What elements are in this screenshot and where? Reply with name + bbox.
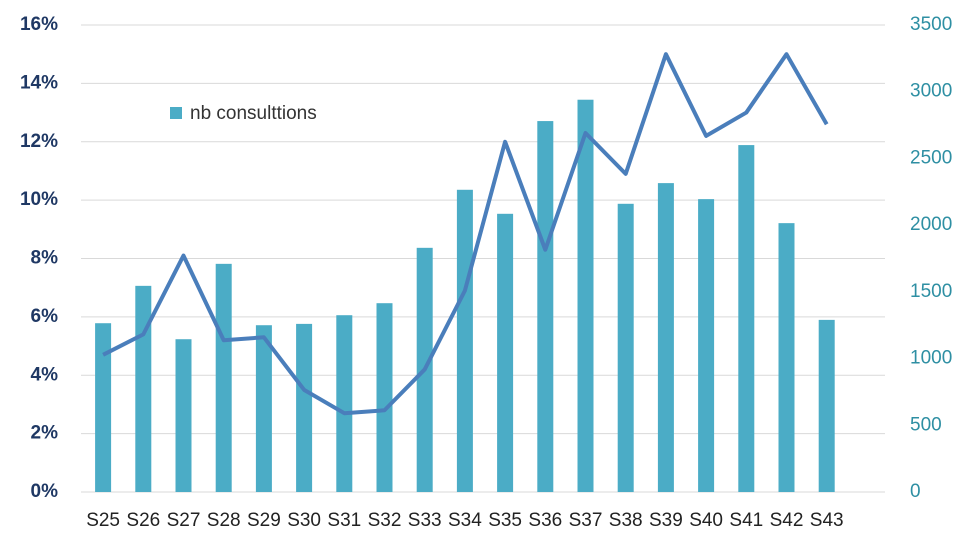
bar <box>95 323 112 492</box>
x-tick-label: S33 <box>408 510 442 531</box>
y-tick-label: 4% <box>31 364 59 385</box>
legend-label: nb consulttions <box>190 103 317 124</box>
x-tick-label: S37 <box>569 510 603 531</box>
bar <box>215 263 232 492</box>
bar <box>497 213 514 492</box>
bar <box>296 323 313 492</box>
y-tick-label: 0% <box>31 481 59 502</box>
bar <box>336 315 353 492</box>
y-tick-label: 6% <box>31 306 59 327</box>
bar <box>738 145 755 493</box>
x-tick-label: S43 <box>810 510 844 531</box>
x-tick-label: S38 <box>609 510 643 531</box>
x-tick-label: S40 <box>689 510 723 531</box>
y2-tick-label: 500 <box>910 414 942 435</box>
bar <box>175 339 192 492</box>
line <box>102 52 829 416</box>
y-tick-label: 12% <box>20 131 58 152</box>
x-tick-label: S35 <box>488 510 522 531</box>
y2-tick-label: 3000 <box>910 81 952 102</box>
y2-tick-label: 3500 <box>910 14 952 35</box>
x-tick-label: S30 <box>287 510 321 531</box>
y-tick-label: 8% <box>31 248 59 269</box>
bar <box>577 99 594 492</box>
bar <box>778 223 795 493</box>
y2-tick-label: 0 <box>910 481 921 502</box>
legend-swatch <box>170 107 182 119</box>
x-tick-label: S26 <box>126 510 160 531</box>
x-tick-label: S41 <box>729 510 763 531</box>
x-tick-label: S29 <box>247 510 281 531</box>
y2-tick-label: 2000 <box>910 214 952 235</box>
bar <box>657 183 674 492</box>
y-tick-label: 16% <box>20 14 58 35</box>
bar <box>617 203 634 492</box>
bar <box>255 325 272 492</box>
x-tick-label: S32 <box>368 510 402 531</box>
x-tick-label: S27 <box>167 510 201 531</box>
x-tick-label: S25 <box>86 510 120 531</box>
bar <box>537 121 554 492</box>
x-tick-label: S39 <box>649 510 683 531</box>
bar <box>818 319 835 492</box>
bar <box>135 285 152 492</box>
x-tick-label: S28 <box>207 510 241 531</box>
bar <box>456 189 473 492</box>
x-tick-label: S42 <box>770 510 804 531</box>
y2-tick-label: 1000 <box>910 348 952 369</box>
x-tick-label: S31 <box>327 510 361 531</box>
bar <box>376 303 393 492</box>
x-tick-label: S34 <box>448 510 482 531</box>
bar <box>698 199 715 493</box>
y2-tick-label: 2500 <box>910 147 952 168</box>
x-tick-label: S36 <box>528 510 562 531</box>
y-tick-label: 10% <box>20 189 58 210</box>
y-tick-label: 14% <box>20 72 58 93</box>
y-tick-label: 2% <box>31 423 59 444</box>
y2-tick-label: 1500 <box>910 281 952 302</box>
